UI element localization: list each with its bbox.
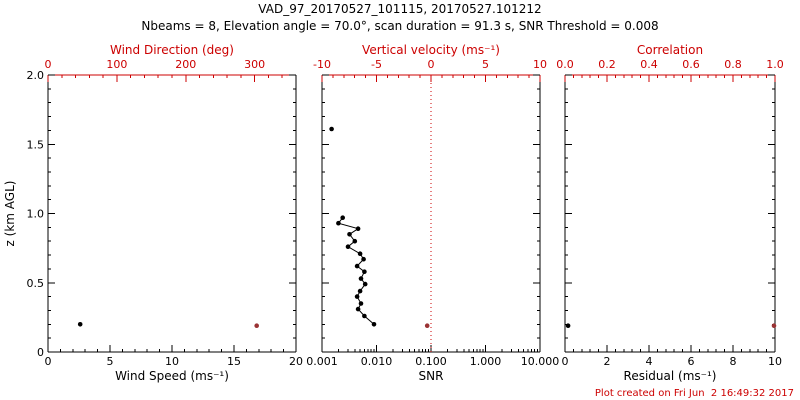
x-tick-label: 15 [227, 355, 241, 368]
snr-profile-marker [355, 306, 361, 312]
x-axis-title: Residual (ms⁻¹) [624, 369, 717, 383]
top-tick-label: 0.8 [724, 58, 742, 71]
x-tick-label: 0.010 [361, 355, 393, 368]
x-tick-label: 10.000 [521, 355, 560, 368]
top-tick-label: 10 [533, 58, 547, 71]
snr-profile-marker [362, 269, 367, 275]
correlation-marker [771, 323, 777, 329]
vertical-velocity-marker [424, 323, 430, 329]
y-axis-title: z (km AGL) [3, 181, 17, 247]
x-tick-label: 5 [107, 355, 114, 368]
snr-profile-marker [355, 226, 361, 231]
x-axis-title: Wind Speed (ms⁻¹) [115, 369, 229, 383]
plot-created-note: Plot created on Fri Jun 2 16:49:32 2017 [594, 388, 794, 399]
wind-direction-marker [254, 323, 259, 329]
x-tick-label: 2 [604, 355, 611, 368]
y-tick-label: 1.0 [27, 208, 45, 221]
x-tick-label: 8 [730, 355, 737, 368]
x-tick-label: 6 [688, 355, 695, 368]
top-tick-label: 5 [482, 58, 489, 71]
panel-residual: 0 2 4 6 8 10 Residual (ms⁻¹) 0.0 0.2 0.4 0.6 0.8 1.0… [556, 43, 784, 383]
top-tick-label: 0.2 [598, 58, 616, 71]
top-tick-label: -10 [313, 58, 331, 71]
plot-subtitle: Nbeams = 8, Elevation angle = 70.0°, sca… [141, 19, 659, 33]
snr-profile-marker [358, 301, 364, 306]
snr-profile-marker [336, 220, 341, 226]
x-tick-label: 0.100 [415, 355, 447, 368]
snr-profile-marker [361, 256, 366, 262]
top-tick-label: 1.0 [766, 58, 784, 71]
x-tick-label: 10 [768, 355, 782, 368]
panel-wind: 0 5 10 15 20 Wind Speed (ms⁻¹) 0 100 200 300 Wind … [3, 43, 303, 383]
snr-profile-marker [362, 281, 368, 287]
x-tick-label: 0 [562, 355, 569, 368]
y-tick-label: 0.5 [27, 277, 45, 290]
snr-profile-marker [358, 276, 364, 281]
top-tick-label: -5 [371, 58, 382, 71]
y-tick-label: 1.5 [27, 138, 45, 151]
snr-profile-marker [345, 244, 351, 249]
snr-profile-marker [347, 232, 352, 237]
residual-marker [565, 323, 571, 329]
top-tick-label: 0.6 [682, 58, 700, 71]
top-tick-label: 0.0 [556, 58, 574, 71]
x-tick-label: 0.001 [306, 355, 338, 368]
top-tick-label: 0 [428, 58, 435, 71]
top-axis-title: Vertical velocity (ms⁻¹) [362, 43, 500, 57]
panel-snr: 0.001 0.010 0.100 1.000 10.000 SNR -10 -5 0 5 10 Ve… [306, 43, 559, 383]
snr-profile-marker [371, 322, 377, 327]
snr-profile-marker [352, 238, 358, 244]
top-tick-label: 0 [45, 58, 52, 71]
top-tick-label: 300 [244, 58, 265, 71]
snr-profile-marker [354, 263, 360, 269]
x-tick-label: 20 [289, 355, 303, 368]
top-tick-label: 200 [175, 58, 196, 71]
x-tick-label: 10 [165, 355, 179, 368]
wind-speed-marker [77, 322, 83, 327]
snr-profile-marker [354, 294, 360, 299]
snr-isolated-marker [329, 126, 334, 132]
x-tick-label: 0 [45, 355, 52, 368]
plot-title: VAD_97_20170527_101115, 20170527.101212 [258, 2, 542, 16]
x-tick-label: 4 [646, 355, 653, 368]
x-tick-label: 1.000 [470, 355, 502, 368]
x-axis-title: SNR [419, 369, 444, 383]
snr-profile-marker [357, 251, 363, 256]
y-tick-label: 2.0 [27, 69, 45, 82]
snr-profile-marker [340, 215, 346, 220]
top-tick-label: 0.4 [640, 58, 658, 71]
y-tick-label: 0 [37, 346, 44, 359]
snr-profile-marker [362, 313, 367, 319]
snr-profile-marker [357, 288, 363, 294]
top-axis-title: Wind Direction (deg) [110, 43, 234, 57]
top-axis-title: Correlation [637, 43, 703, 57]
top-tick-label: 100 [106, 58, 127, 71]
